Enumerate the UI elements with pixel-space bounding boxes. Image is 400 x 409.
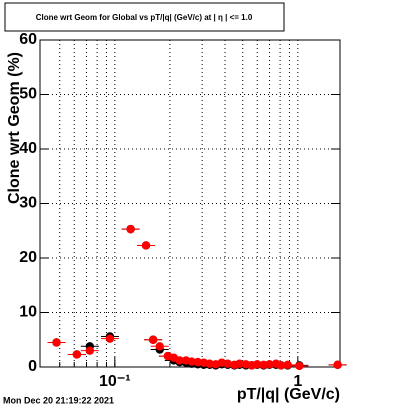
y-axis-title: Clone wrt Geom (%)	[6, 52, 23, 204]
data-point	[85, 346, 95, 355]
data-point	[126, 224, 135, 234]
plot-frame	[39, 39, 341, 368]
data-point	[141, 241, 151, 250]
y-tick-label: 40	[19, 140, 37, 157]
data-point	[187, 357, 196, 366]
data-point	[265, 360, 274, 369]
title-box	[4, 2, 285, 32]
chart-title: Clone wrt Geom for Global vs pT/|q| (GeV…	[36, 13, 253, 22]
x-tick-label: 1	[293, 373, 302, 390]
y-tick-label: 60	[19, 31, 37, 48]
data-point	[276, 361, 286, 370]
data-point	[295, 361, 304, 371]
data-point	[72, 350, 82, 359]
x-tick-label: 10⁻¹	[99, 373, 131, 390]
data-point	[52, 338, 61, 347]
data-point	[223, 359, 232, 368]
x-axis-title: pT/|q| (GeV/c)	[237, 386, 340, 403]
data-point	[333, 360, 342, 370]
data-point	[253, 360, 262, 369]
data-point	[283, 360, 292, 370]
y-tick-label: 30	[19, 195, 37, 212]
y-tick-label: 0	[28, 358, 37, 375]
y-tick-label: 20	[19, 249, 37, 266]
data-point	[205, 359, 214, 368]
y-tick-label: 10	[19, 304, 37, 321]
data-point	[105, 334, 115, 343]
data-point	[235, 359, 244, 368]
data-point	[148, 335, 158, 344]
data-point	[155, 342, 164, 351]
timestamp: Mon Dec 20 21:19:22 2021	[3, 395, 114, 405]
y-tick-label: 50	[19, 86, 37, 103]
